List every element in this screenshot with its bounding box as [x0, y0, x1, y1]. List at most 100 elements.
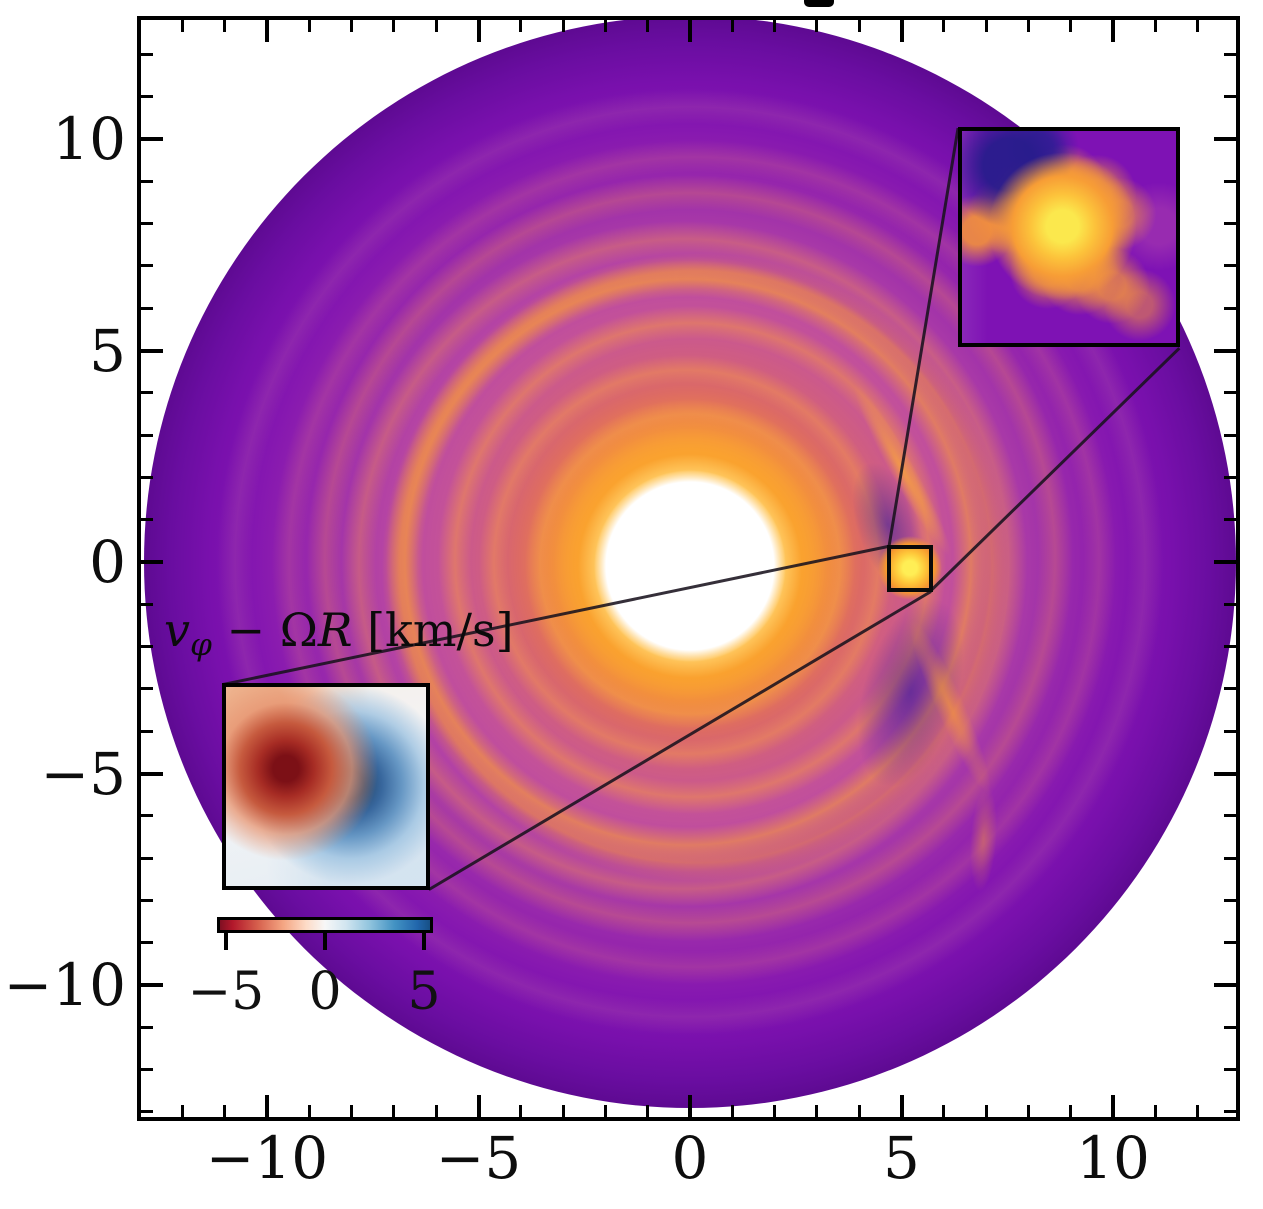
y-axis-tick — [141, 95, 153, 99]
x-axis-tick — [561, 1105, 565, 1117]
y-tick-label: 0 — [89, 528, 126, 596]
x-axis-tick — [1196, 20, 1200, 32]
y-axis-tick — [1224, 645, 1236, 649]
y-axis-tick — [141, 1110, 153, 1114]
colorbar-tick — [323, 933, 327, 950]
y-axis-tick — [1224, 391, 1236, 395]
x-axis-tick — [603, 20, 607, 32]
x-axis-tick — [646, 1105, 650, 1117]
x-axis-tick — [603, 1105, 607, 1117]
y-axis-tick — [1224, 602, 1236, 606]
y-axis-tick — [141, 391, 153, 395]
colorbar-tick-label: 0 — [308, 962, 342, 1022]
y-axis-tick — [1224, 95, 1236, 99]
x-axis-tick — [1153, 1105, 1157, 1117]
y-axis-tick — [1224, 222, 1236, 226]
x-axis-tick — [942, 20, 946, 32]
y-axis-tick — [141, 983, 163, 987]
x-axis-tick — [857, 20, 861, 32]
y-tick-label: 10 — [52, 105, 126, 173]
y-axis-tick — [1214, 137, 1236, 141]
x-axis-tick — [223, 1105, 227, 1117]
y-axis-tick — [141, 814, 153, 818]
y-axis-tick — [1224, 306, 1236, 310]
y-axis-tick — [1224, 179, 1236, 183]
x-axis-tick — [519, 20, 523, 32]
x-axis-tick — [730, 20, 734, 32]
y-axis-tick — [1224, 814, 1236, 818]
x-axis-tick — [1111, 20, 1115, 42]
x-axis-tick — [688, 1095, 692, 1117]
y-axis-tick — [1224, 264, 1236, 268]
label-v: v — [164, 603, 190, 657]
y-axis-tick — [141, 52, 153, 56]
x-axis-tick — [773, 20, 777, 32]
y-axis-tick — [141, 306, 153, 310]
x-axis-tick — [350, 20, 354, 32]
y-axis-tick — [141, 137, 163, 141]
x-tick-label: 10 — [1076, 1124, 1150, 1192]
y-axis-tick — [141, 729, 153, 733]
x-axis-tick — [180, 20, 184, 32]
x-axis-tick — [1026, 20, 1030, 32]
x-axis-tick — [434, 1105, 438, 1117]
colorbar-tick-label: 5 — [407, 962, 441, 1022]
x-axis-tick — [350, 1105, 354, 1117]
y-tick-label: 5 — [89, 316, 126, 385]
x-axis-tick — [899, 20, 904, 42]
x-axis-tick — [815, 20, 819, 32]
y-axis-tick — [1224, 518, 1236, 522]
x-axis-tick — [730, 1105, 734, 1117]
y-axis-tick — [141, 898, 153, 902]
x-axis-tick — [1153, 20, 1157, 32]
x-axis-tick — [392, 20, 396, 32]
y-axis-tick — [1224, 1025, 1236, 1029]
y-axis-tick — [141, 560, 163, 564]
colorbar-tick — [223, 933, 228, 950]
x-axis-tick — [519, 1105, 523, 1117]
x-axis-tick — [646, 20, 650, 32]
y-axis-tick — [141, 856, 153, 860]
y-axis-tick — [141, 518, 153, 522]
y-axis-tick — [1224, 729, 1236, 733]
x-axis-tick — [392, 1105, 396, 1117]
cropped-title-glyph — [804, 0, 834, 7]
x-axis-tick — [561, 20, 565, 32]
y-axis-tick — [141, 222, 153, 226]
y-axis-tick — [1214, 983, 1236, 987]
plot-area: vφ − ΩR [km/s] −5 0 5 — [137, 16, 1240, 1121]
x-axis-tick — [984, 20, 988, 32]
planet-marker-box — [887, 545, 933, 592]
x-axis-tick — [307, 1105, 311, 1117]
y-axis-tick — [141, 1068, 153, 1072]
x-axis-tick — [307, 20, 311, 32]
y-axis-tick — [141, 348, 163, 353]
y-axis-tick — [141, 645, 153, 649]
y-axis-tick — [141, 771, 163, 776]
y-axis-tick — [1224, 1068, 1236, 1072]
colorbar — [217, 917, 433, 933]
y-axis-tick — [141, 941, 153, 945]
x-axis-tick — [1111, 1095, 1115, 1117]
x-axis-tick — [773, 1105, 777, 1117]
y-axis-tick — [1224, 898, 1236, 902]
label-phi-subscript: φ — [190, 626, 212, 663]
y-axis-tick — [141, 687, 153, 691]
label-R: R — [317, 603, 353, 657]
x-tick-label: 0 — [671, 1124, 709, 1192]
y-axis-tick — [1224, 52, 1236, 56]
y-axis-tick — [1224, 856, 1236, 860]
colorbar-tick-label: −5 — [187, 962, 265, 1022]
x-axis-tick — [815, 1105, 819, 1117]
y-tick-label: −5 — [40, 739, 127, 808]
x-axis-tick — [688, 20, 692, 42]
x-axis-tick — [476, 20, 481, 42]
x-axis-tick — [223, 20, 227, 32]
y-axis-tick — [1224, 1110, 1236, 1114]
y-axis-tick — [141, 179, 153, 183]
x-axis-tick — [265, 1095, 269, 1117]
velocity-inset-label: vφ − ΩR [km/s] — [164, 604, 514, 671]
x-axis-tick — [1069, 20, 1073, 32]
y-axis-tick — [1224, 941, 1236, 945]
